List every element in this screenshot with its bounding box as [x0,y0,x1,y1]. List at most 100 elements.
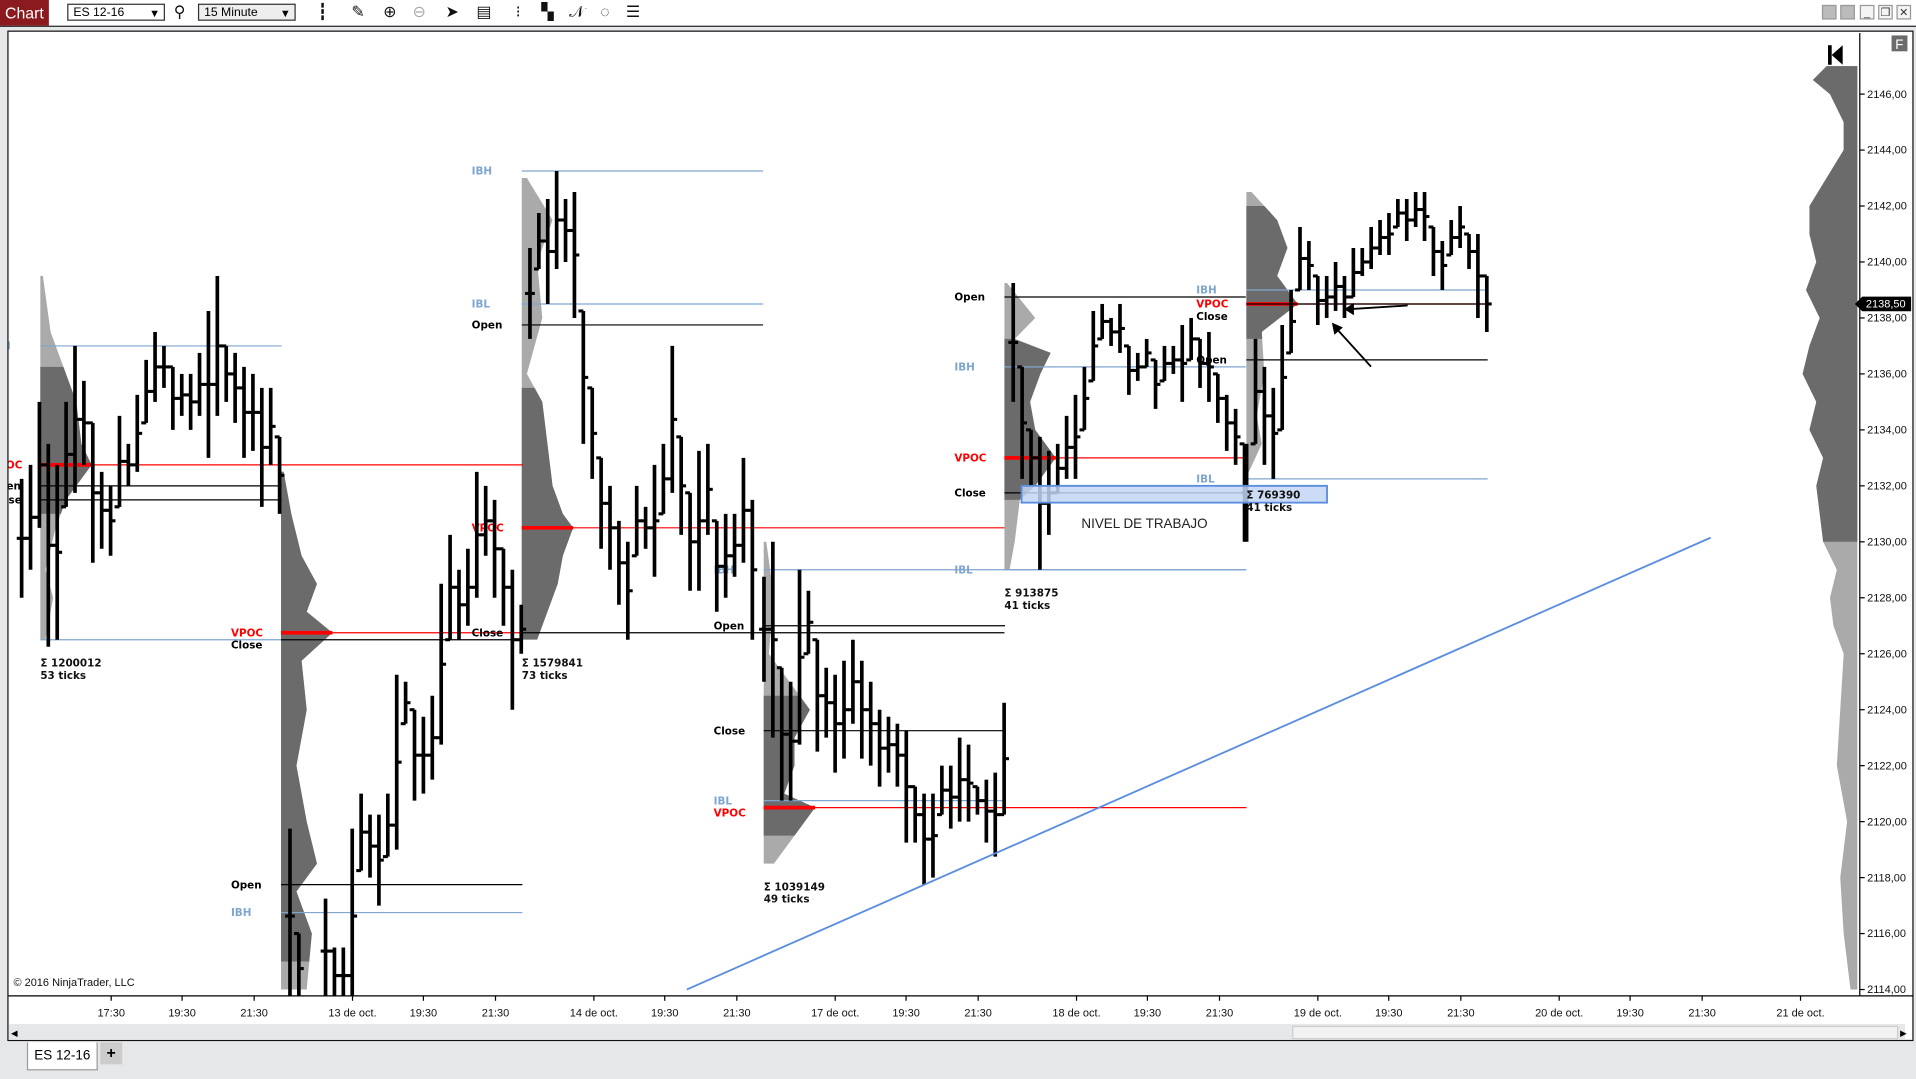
ohlc-bar [1168,345,1179,374]
ohlc-bar [1410,192,1421,228]
time-tick-label: 20 de oct. [1535,1008,1583,1020]
level-label-open: Open [714,620,745,632]
ohlc-bar [1375,220,1385,255]
ohlc-bar [248,373,258,451]
ohlc-bar [1401,199,1412,241]
add-tab-button[interactable]: + [100,1042,123,1065]
time-tick-label: 18 de oct. [1052,1008,1100,1020]
price-tick-label: 2140,00 [1867,257,1907,269]
strategies-icon[interactable]: ▚ [541,2,554,21]
search-icon[interactable]: ⚲ [173,2,186,21]
pointer-icon[interactable]: ➤ [445,2,459,21]
ohlc-bar [928,793,938,878]
time-tick-label: 19:30 [410,1008,438,1020]
ohlc-bar [1277,324,1288,432]
ohlc-bar [1304,240,1314,290]
session-tick-count: 49 ticks [764,894,810,906]
time-axis[interactable]: 17:30 19:30 21:30 13 de oct. 19:30 21:30 14 de… [97,995,1825,1020]
zoom-in-icon[interactable]: ⊕ [383,2,397,21]
time-tick-label: 17 de oct. [811,1008,859,1020]
price-tick-label: 2128,00 [1867,592,1907,604]
ohlc-bar [480,485,491,556]
data-box-icon[interactable]: ▤ [476,2,492,21]
ohlc-bar [1455,206,1466,248]
restore-icon[interactable]: ❐ [1878,4,1893,20]
ohlc-bar [338,947,349,996]
ohlc-bar [285,828,295,996]
drawing-tools-icon[interactable]: 𝒩 [569,2,585,21]
session-tick-count: 41 ticks [1246,502,1292,514]
chart-menu-button[interactable]: Chart [0,0,49,26]
tab-es-12-16[interactable]: ES 12-16 [26,1042,98,1071]
price-axis[interactable]: 2146,00 2144,00 2142,00 2140,00 2138,00 2136,… [1854,89,1912,996]
ohlc-bar [1339,275,1350,318]
ohlc-bar [347,828,358,996]
pencil-icon[interactable]: ✎ [351,2,365,21]
scrollbar-thumb[interactable] [1292,1025,1899,1040]
time-tick-label: 21:30 [964,1008,992,1020]
ohlc-bar [418,716,429,794]
ohlc-bar [87,421,98,563]
interval-select[interactable]: 15 Minute ▼ [197,3,296,21]
ohlc-bar [221,344,232,402]
ohlc-bar [569,192,580,318]
ohlc-bar [498,547,509,626]
arrow-head-icon [1344,303,1354,316]
level-label-open: Open [231,879,262,891]
scroll-left-icon[interactable]: ◀ [11,1028,18,1038]
refresh-icon[interactable]: ◌ [600,2,610,21]
tile-icon[interactable] [1840,4,1855,20]
properties-icon[interactable]: ☰ [625,2,641,21]
work-level-label: NIVEL DE TRABAJO [1081,516,1207,531]
ohlc-bar [365,814,375,878]
ohlc-bar [874,709,885,787]
instrument-select[interactable]: ES 12-16 ▼ [67,3,165,21]
scroll-right-icon[interactable]: ▶ [1900,1028,1907,1038]
time-tick-label: 21:30 [482,1008,510,1020]
ohlc-bar [256,387,267,507]
ohlc-bar [631,485,642,558]
zoom-out-icon[interactable]: ⊖ [412,2,426,21]
level-label-close: Close [0,495,22,507]
level-label-vpoc: VPOC [0,460,22,472]
ohlc-bar [649,464,660,577]
ohlc-bar [794,569,805,745]
ohlc-bar [560,199,571,262]
ohlc-bar [1473,234,1483,318]
ohlc-bar [1295,227,1305,292]
ohlc-bar [356,793,367,873]
indicators-icon[interactable]: ⁝ [515,2,521,21]
price-tick-label: 2118,00 [1867,872,1906,884]
time-tick-label: 13 de oct. [328,1008,376,1020]
plot-area[interactable]: IBHVPOCOpenCloseIBLVPOCCloseOpenIBHIBHIB… [0,66,1858,1003]
ohlc-bar [945,765,956,829]
ohlc-bar [694,450,704,591]
ohlc-bar [738,457,749,563]
bar-type-icon[interactable]: ┇ [317,2,328,21]
level-label-ibh: IBH [0,341,11,353]
ohlc-bar [462,548,473,626]
time-tick-label: 21:30 [1206,1008,1234,1020]
level-label-ibl: IBL [0,634,9,646]
f-button[interactable] [1891,35,1908,52]
ohlc-bar [910,785,921,843]
ohlc-bar [892,723,903,787]
tile-icon[interactable] [1821,4,1837,20]
ohlc-bar [587,386,598,479]
time-tick-label: 21:30 [240,1008,268,1020]
drawing-objects[interactable]: NIVEL DE TRABAJO [686,303,1712,991]
level-label-vpoc: VPOC [714,808,746,820]
level-label-open: Open [0,481,21,493]
ohlc-bar [1150,358,1161,409]
level-label-open: Open [1196,355,1227,367]
ohlc-bar [1481,274,1492,332]
collapse-panel-icon[interactable] [1828,45,1843,65]
ohlc-bar [1159,345,1170,383]
ohlc-bar [1366,227,1377,269]
ohlc-bar [159,345,169,388]
minimize-icon[interactable]: _ [1859,4,1875,20]
arrow-shaft [1333,325,1372,368]
session-tick-count: 53 ticks [40,670,86,682]
close-icon[interactable]: ✕ [1896,4,1912,20]
